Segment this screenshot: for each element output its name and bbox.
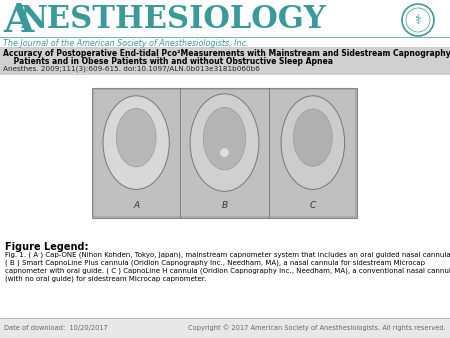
Text: NESTHESIOLOGY: NESTHESIOLOGY [20, 4, 327, 35]
Text: ⚕: ⚕ [414, 14, 421, 26]
Text: Patients and in Obese Patients with and without Obstructive Sleep Apnea: Patients and in Obese Patients with and … [3, 57, 333, 66]
FancyBboxPatch shape [0, 47, 450, 75]
FancyBboxPatch shape [0, 318, 450, 338]
Text: A: A [133, 201, 139, 210]
Ellipse shape [190, 94, 259, 191]
FancyBboxPatch shape [94, 90, 355, 216]
Text: Accuracy of Postoperative End-tidal Pco²Measurements with Mainstream and Sidestr: Accuracy of Postoperative End-tidal Pco²… [3, 49, 450, 58]
Ellipse shape [116, 108, 156, 167]
FancyBboxPatch shape [92, 88, 357, 218]
Text: capnometer with oral guide. ( C ) CapnoLine H cannula (Oridion Capnography Inc.,: capnometer with oral guide. ( C ) CapnoL… [5, 268, 450, 274]
Text: (with no oral guide) for sidestream Microcap capnometer.: (with no oral guide) for sidestream Micr… [5, 276, 206, 283]
Text: Figure Legend:: Figure Legend: [5, 242, 89, 252]
Text: ( B ) Smart CapnoLine Plus cannula (Oridion Capnography Inc., Needham, MA), a na: ( B ) Smart CapnoLine Plus cannula (Orid… [5, 260, 425, 266]
Text: Date of download:  10/20/2017: Date of download: 10/20/2017 [4, 325, 108, 331]
Ellipse shape [103, 96, 169, 189]
Text: Anesthes. 2009;111(3):609-615. doi:10.1097/ALN.0b013e3181b060b6: Anesthes. 2009;111(3):609-615. doi:10.10… [3, 65, 260, 72]
Ellipse shape [203, 107, 246, 170]
Text: Fig. 1. ( A ) Cap-ONE (Nihon Kohden, Tokyo, Japan), mainstream capnometer system: Fig. 1. ( A ) Cap-ONE (Nihon Kohden, Tok… [5, 252, 450, 259]
Text: The Journal of the American Society of Anesthesiologists, Inc.: The Journal of the American Society of A… [3, 39, 248, 48]
Ellipse shape [281, 96, 345, 189]
Ellipse shape [293, 109, 332, 166]
FancyBboxPatch shape [0, 75, 450, 338]
Text: A: A [3, 2, 33, 40]
Text: Copyright © 2017 American Society of Anesthesiologists. All rights reserved.: Copyright © 2017 American Society of Ane… [189, 325, 446, 331]
Text: B: B [221, 201, 228, 210]
Circle shape [220, 149, 229, 156]
FancyBboxPatch shape [0, 0, 450, 75]
Text: C: C [310, 201, 316, 210]
